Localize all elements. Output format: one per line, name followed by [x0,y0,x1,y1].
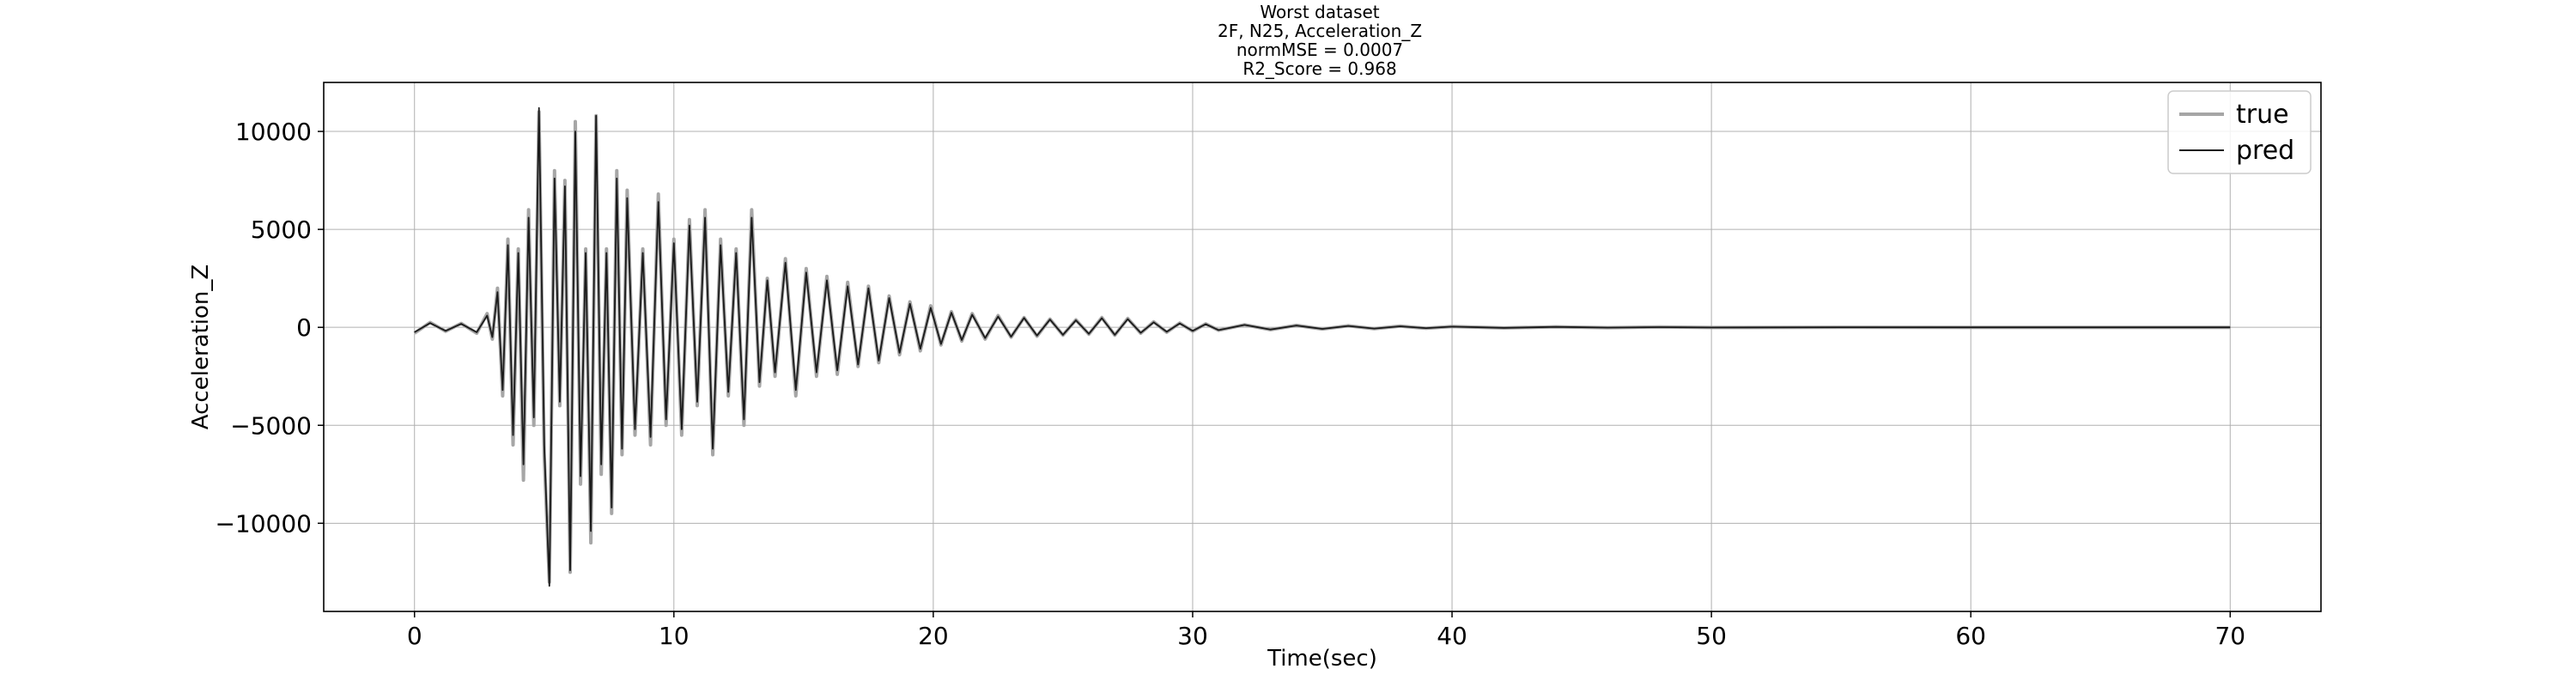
title-line-2: 2F, N25, Acceleration_Z [1218,21,1422,41]
chart-title: Worst dataset 2F, N25, Acceleration_Z no… [1218,2,1422,79]
title-line-4: R2_Score = 0.968 [1242,58,1396,79]
plot-series [413,106,2231,587]
y-tick-label: 10000 [235,118,312,146]
y-tick-label: 5000 [251,216,312,244]
y-tick-label: 0 [296,313,312,342]
x-tick-label: 50 [1696,622,1727,650]
x-tick-label: 20 [918,622,949,650]
y-axis-label: Acceleration_Z [188,264,214,429]
legend: true pred [2167,90,2312,174]
x-tick-label: 40 [1437,622,1467,650]
x-tick-label: 70 [2215,622,2245,650]
series-line-pred [414,106,2231,587]
y-tick-label: −10000 [215,509,312,538]
x-axis-label: Time(sec) [1267,646,1377,672]
x-tick-label: 10 [659,622,690,650]
axis-ticks: 0 10 20 30 40 50 60 70 −10000 −5000 0 5000 10000 [215,118,2245,650]
plot-frame [323,82,2322,612]
legend-true-label: true [2236,100,2289,130]
legend-pred-label: pred [2236,136,2294,166]
title-line-3: normMSE = 0.0007 [1236,40,1403,60]
x-tick-label: 60 [1955,622,1986,650]
title-line-1: Worst dataset [1260,2,1379,22]
x-tick-label: 30 [1177,622,1208,650]
x-tick-label: 0 [407,622,422,650]
series-line-true [413,110,2231,584]
legend-box [2167,90,2312,174]
y-tick-label: −5000 [230,411,312,440]
